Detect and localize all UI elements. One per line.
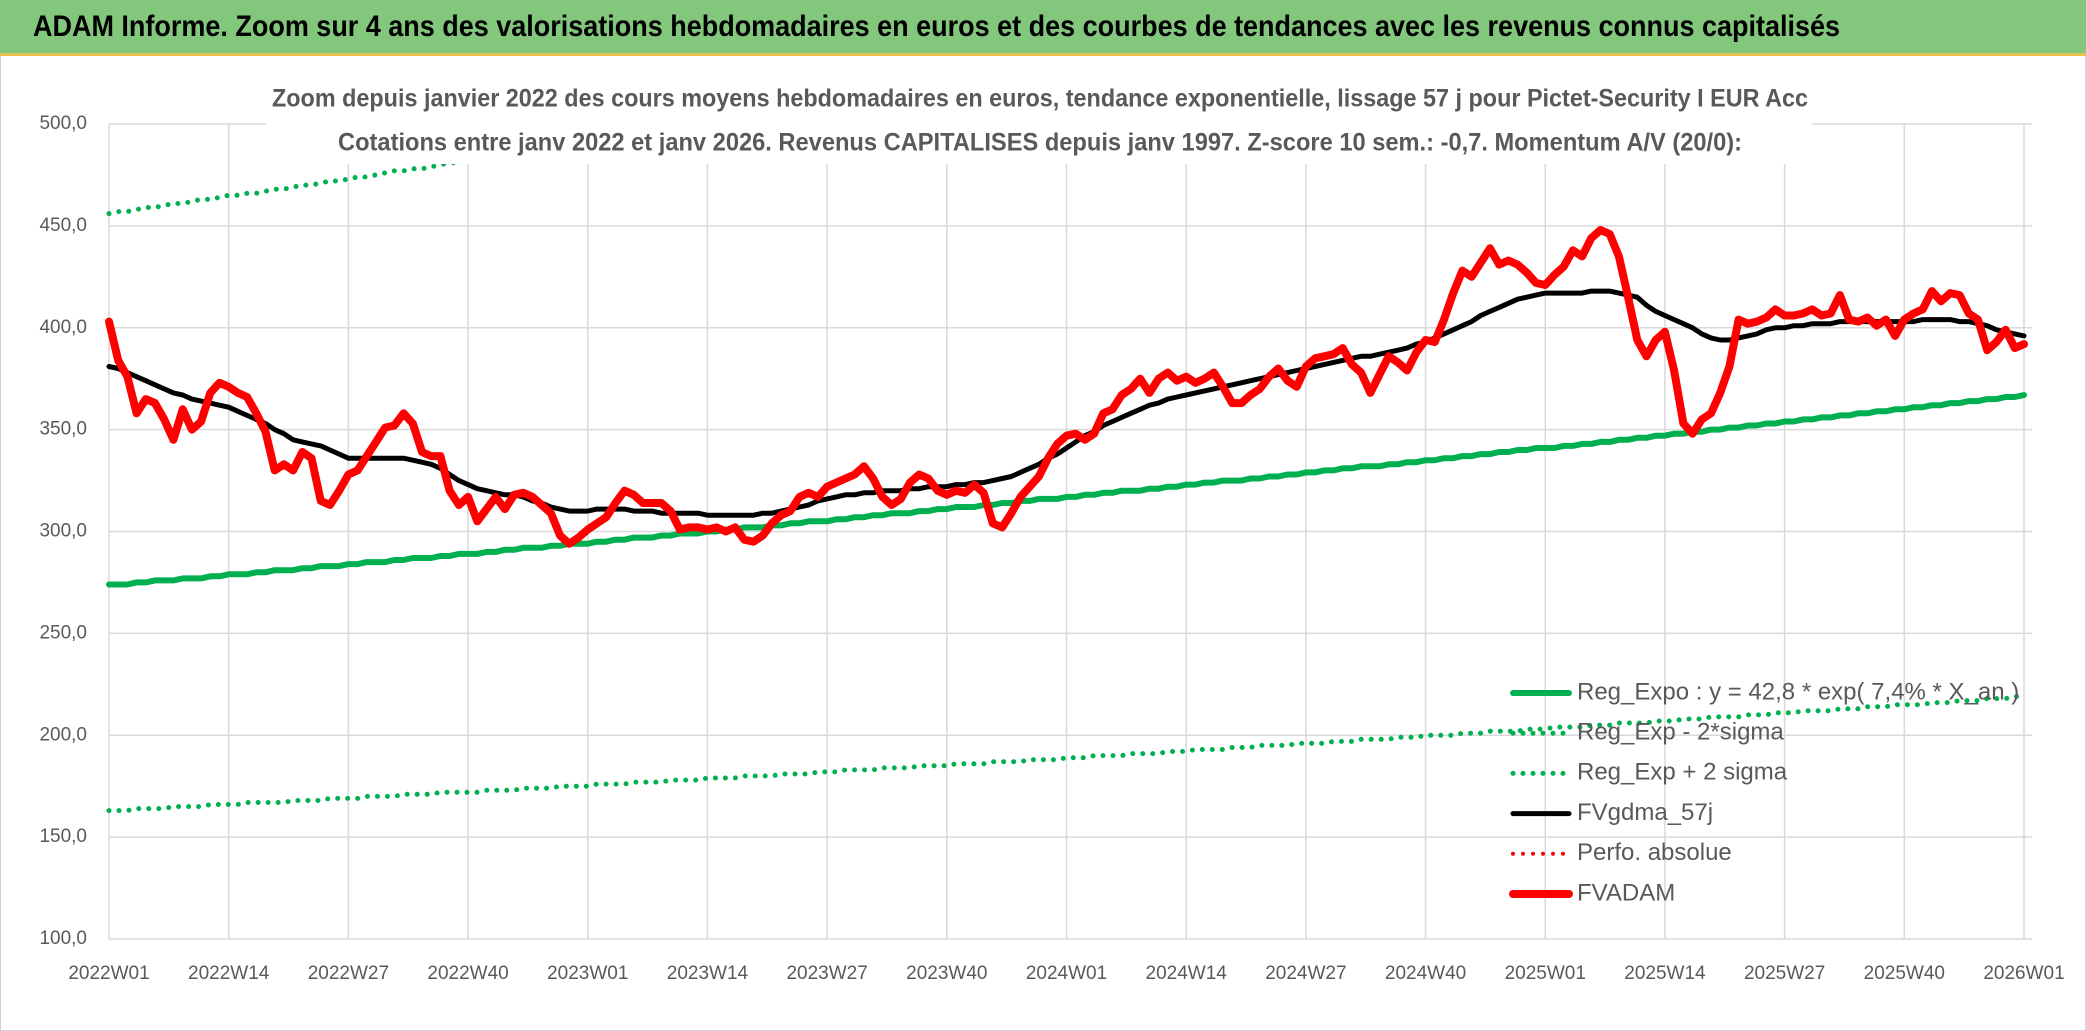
grid: 100,0 150,0 200,0 250,0 300,0 350,0 400,0 450,0… — [39, 113, 2064, 984]
chart-subtitle: Cotations entre janv 2022 et janv 2026. … — [338, 129, 1742, 157]
y-tick-label: 200,0 — [39, 724, 87, 745]
y-tick-label: 250,0 — [39, 622, 87, 643]
legend-label: FVgdma_57j — [1577, 799, 1713, 826]
y-tick-label: 400,0 — [39, 317, 87, 338]
x-tick-label: 2024W40 — [1385, 963, 1466, 984]
legend-label: Reg_Exp + 2 sigma — [1577, 759, 1788, 786]
header-bar — [0, 0, 2086, 53]
x-tick-label: 2024W14 — [1146, 963, 1228, 984]
x-tick-label: 2022W27 — [308, 963, 389, 984]
x-tick-label: 2022W40 — [427, 963, 508, 984]
y-tick-label: 150,0 — [39, 826, 87, 847]
y-tick-label: 350,0 — [39, 419, 87, 440]
title-box — [266, 80, 1812, 164]
series-line — [105, 226, 2028, 548]
y-tick-label: 300,0 — [39, 521, 87, 542]
y-tick-label: 100,0 — [39, 928, 87, 949]
y-tick-label: 450,0 — [39, 215, 87, 236]
header-title: ADAM Informe. Zoom sur 4 ans des valoris… — [33, 10, 1840, 43]
series-line — [106, 288, 2027, 518]
x-tick-label: 2025W40 — [1864, 963, 1945, 984]
legend-label: Perfo. absolue — [1577, 839, 1732, 866]
x-tick-label: 2024W27 — [1265, 963, 1346, 984]
x-tick-label: 2024W01 — [1026, 963, 1107, 984]
chart-title: Zoom depuis janvier 2022 des cours moyen… — [272, 85, 1808, 113]
series-line — [106, 392, 2027, 588]
header-rule — [0, 53, 2086, 56]
x-tick-label: 2025W27 — [1744, 963, 1825, 984]
x-tick-label: 2023W27 — [786, 963, 867, 984]
x-tick-label: 2022W01 — [68, 963, 149, 984]
legend: Reg_Expo : y = 42,8 * exp( 7,4% * X_an )… — [1509, 678, 2019, 906]
series-line — [106, 694, 2027, 814]
legend-label: Reg_Expo : y = 42,8 * exp( 7,4% * X_an ) — [1577, 678, 2019, 705]
x-tick-label: 2023W01 — [547, 963, 628, 984]
x-tick-label: 2025W14 — [1624, 963, 1706, 984]
x-tick-label: 2026W01 — [1983, 963, 2064, 984]
x-tick-label: 2022W14 — [188, 963, 270, 984]
plot-lines — [105, 124, 2028, 814]
x-tick-label: 2023W40 — [906, 963, 987, 984]
legend-label: Reg_Exp - 2*sigma — [1577, 719, 1784, 746]
y-tick-label: 500,0 — [39, 113, 87, 134]
x-tick-label: 2025W01 — [1505, 963, 1586, 984]
legend-label: FVADAM — [1577, 879, 1675, 906]
x-tick-label: 2023W14 — [667, 963, 749, 984]
